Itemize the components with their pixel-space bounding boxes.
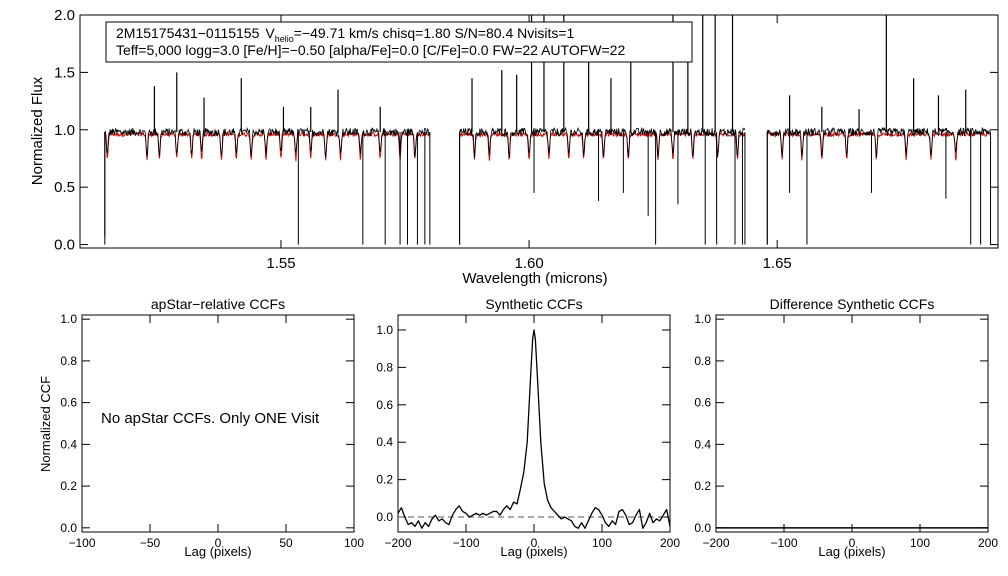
observed-spectrum-line	[766, 126, 991, 158]
difference-ccf-panel: −200 −100 0 100 200 0.0 0.2 0.4 0.6 0.8 1.0 Differ…	[694, 296, 998, 559]
apstar-ccf-ytick-label: 1.0	[60, 312, 77, 326]
apstar-ccf-ytick-label: 0.2	[60, 479, 77, 493]
difference-ccf-ytick-label: 0.0	[694, 521, 711, 535]
apstar-ccf-xtick-label: 100	[344, 536, 364, 550]
difference-ccf-xlabel: Lag (pixels)	[818, 544, 885, 559]
difference-ccf-ytick-label: 1.0	[694, 312, 711, 326]
apstar-ccf-xtick-label: 0	[215, 536, 222, 550]
synthetic-ccf-xtick-label: 0	[531, 536, 538, 550]
difference-ccf-xtick-label: 0	[849, 536, 856, 550]
object-id: 2M15175431−0115155	[116, 25, 260, 41]
synthetic-ccf-xlabel: Lag (pixels)	[500, 544, 567, 559]
synthetic-ccf-title: Synthetic CCFs	[485, 296, 582, 312]
difference-ccf-ytick-label: 0.6	[694, 396, 711, 410]
spectrum-xtick-label: 1.55	[266, 255, 295, 272]
synthetic-ccf-xtick-label: −100	[452, 536, 479, 550]
synthetic-ccf-ytick-label: 0.2	[376, 473, 393, 487]
spectrum-xtick-label: 1.60	[514, 255, 543, 272]
spectrum-xlabel: Wavelength (microns)	[462, 270, 607, 287]
difference-ccf-ytick-label: 0.8	[694, 354, 711, 368]
info-line-1: 2M15175431−0115155 Vhelio=−49.71 km/s chi…	[116, 25, 575, 44]
synthetic-ccf-ytick-label: 1.0	[376, 323, 393, 337]
difference-ccf-ytick-label: 0.2	[694, 479, 711, 493]
synthetic-ccf-xtick-label: −200	[384, 536, 411, 550]
difference-ccf-xtick-label: 200	[978, 536, 998, 550]
synthetic-ccf-panel: −200 −100 0 100 200 0.0 0.2 0.4 0.6 0.8 1.0 Synthe…	[376, 296, 680, 559]
synthetic-ccf-xtick-label: 100	[592, 536, 612, 550]
apstar-ccf-ytick-label: 0.4	[60, 437, 77, 451]
synthetic-ccf-ytick-label: 0.6	[376, 398, 393, 412]
synthetic-ccf-ytick-label: 0.4	[376, 435, 393, 449]
apstar-ccf-xtick-label: −100	[68, 536, 95, 550]
difference-ccf-xtick-label: −100	[770, 536, 797, 550]
spectrum-ytick-label: 0.0	[54, 237, 75, 254]
spectrum-frame	[79, 14, 999, 249]
synthetic-ccf-line	[397, 329, 671, 529]
apstar-ccf-xtick-label: 50	[279, 536, 293, 550]
apstar-ccf-annotation: No apStar CCFs. Only ONE Visit	[101, 410, 320, 427]
difference-ccf-title: Difference Synthetic CCFs	[770, 296, 935, 312]
spectrum-ylabel: Normalized Flux	[29, 76, 46, 185]
info-line-1-values: =−49.71 km/s chisq=1.80 S/N=80.4 Nvisits…	[294, 25, 575, 41]
spectrum-ytick-label: 2.0	[54, 7, 75, 24]
difference-ccf-xtick-label: 100	[910, 536, 930, 550]
spectrum-panel: 1.55 1.60 1.65 0.0 0.5 1.0 1.5 2.0 2M15175431−0…	[29, 7, 999, 287]
spectrum-ytick-label: 1.5	[54, 64, 75, 81]
observed-spectrum-line	[104, 126, 430, 159]
synthetic-ccf-ytick-label: 0.0	[376, 510, 393, 524]
apstar-ccf-xlabel: Lag (pixels)	[184, 544, 251, 559]
apstar-ccf-ytick-label: 0.8	[60, 354, 77, 368]
spectrum-ytick-label: 1.0	[54, 122, 75, 139]
apstar-ccf-ylabel: Normalized CCF	[38, 376, 53, 472]
velocity-symbol: V	[265, 25, 275, 41]
difference-ccf-xtick-label: −200	[702, 536, 729, 550]
apstar-ccf-ytick-label: 0.6	[60, 396, 77, 410]
apstar-ccf-panel: −100 −50 0 50 100 0.0 0.2 0.4 0.6 0.8 1.0 apStar−r…	[38, 296, 364, 559]
spectrum-xtick-label: 1.65	[763, 255, 792, 272]
observed-spectrum-series	[104, 15, 992, 245]
synthetic-ccf-ytick-label: 0.8	[376, 360, 393, 374]
synthetic-ccf-xtick-label: 200	[660, 536, 680, 550]
velocity-subscript: helio	[275, 34, 294, 44]
info-box	[105, 21, 693, 63]
difference-ccf-ytick-label: 0.4	[694, 437, 711, 451]
observed-spectrum-line	[459, 126, 746, 159]
apstar-ccf-title: apStar−relative CCFs	[151, 296, 285, 312]
spectrum-ytick-label: 0.5	[54, 179, 75, 196]
info-line-2: Teff=5,000 logg=3.0 [Fe/H]=−0.50 [alpha/…	[116, 42, 625, 58]
apstar-ccf-ytick-label: 0.0	[60, 521, 77, 535]
apstar-ccf-xtick-label: −50	[140, 536, 161, 550]
